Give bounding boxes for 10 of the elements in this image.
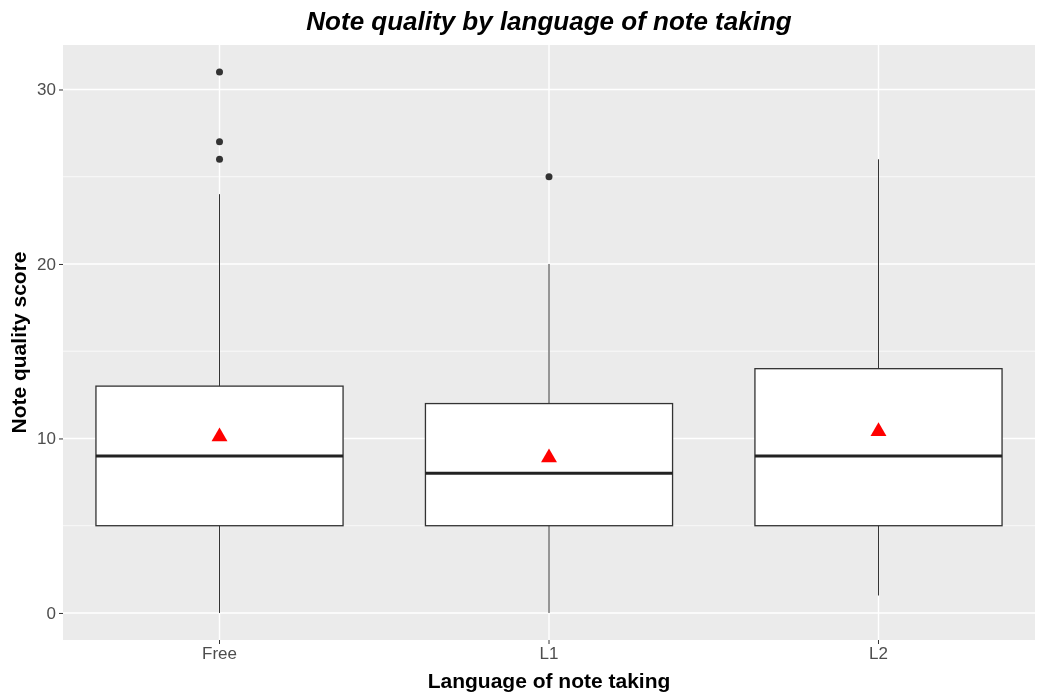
y-tick-label: 0 bbox=[46, 603, 56, 623]
x-tick-label: Free bbox=[202, 644, 237, 664]
y-axis-title: Note quality score bbox=[7, 251, 30, 434]
y-tick-label: 30 bbox=[37, 80, 56, 100]
y-tick-label: 20 bbox=[37, 254, 56, 274]
y-tick-label: 10 bbox=[37, 429, 56, 449]
x-tick-label: L2 bbox=[869, 644, 888, 664]
x-axis-title: Language of note taking bbox=[427, 669, 671, 692]
chart-title: Note quality by language of note taking bbox=[306, 6, 792, 36]
x-tick-label: L1 bbox=[539, 644, 559, 664]
